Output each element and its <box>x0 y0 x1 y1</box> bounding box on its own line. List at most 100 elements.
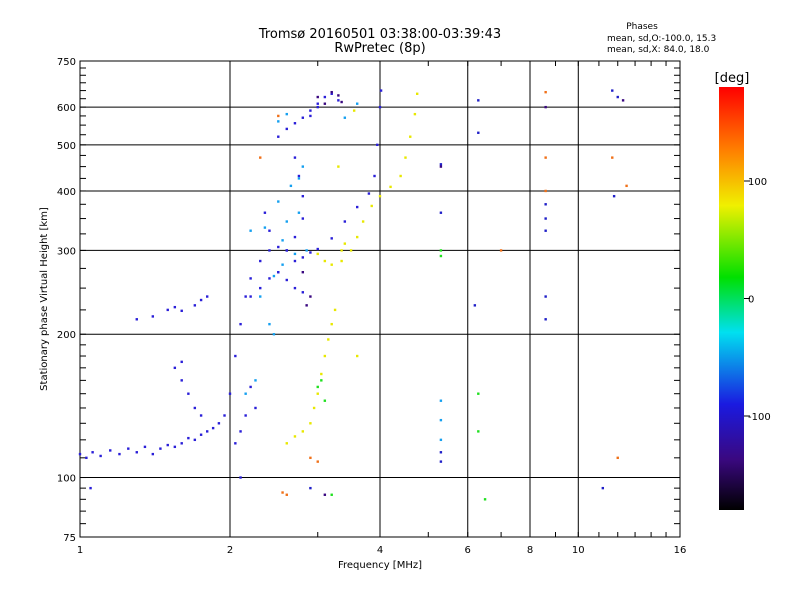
data-point <box>277 114 280 118</box>
data-point <box>285 493 288 496</box>
data-point <box>166 443 169 447</box>
y-tick-label: 500 <box>57 141 76 152</box>
data-point <box>173 366 177 370</box>
data-point <box>297 177 301 180</box>
data-point <box>205 295 209 298</box>
y-tick-label: 600 <box>57 103 76 114</box>
data-point <box>349 249 353 252</box>
data-point <box>340 259 343 263</box>
data-point <box>301 165 305 168</box>
data-point <box>285 278 288 282</box>
data-point <box>316 460 319 463</box>
data-point <box>378 194 382 198</box>
data-point <box>439 438 443 442</box>
data-point <box>305 304 308 307</box>
data-point <box>239 476 242 479</box>
chart-subtitle: RwPretec (8p) <box>334 41 425 56</box>
data-point <box>327 338 330 341</box>
data-point <box>343 116 347 119</box>
data-point <box>127 447 130 450</box>
data-point <box>151 315 155 318</box>
data-point <box>612 194 616 198</box>
data-point <box>337 99 340 102</box>
data-point <box>333 308 337 312</box>
chart-title: Tromsø 20160501 03:38:00-03:39:43 <box>258 27 501 42</box>
data-point <box>370 204 373 208</box>
data-point <box>301 291 305 294</box>
data-point <box>413 112 417 116</box>
data-point <box>477 131 480 134</box>
data-point <box>376 143 379 147</box>
data-point <box>285 249 288 252</box>
data-point <box>439 165 443 168</box>
data-point <box>309 295 312 298</box>
data-point <box>352 109 356 112</box>
data-point <box>316 247 319 251</box>
data-point <box>439 460 443 463</box>
data-point <box>285 442 288 445</box>
data-point <box>355 102 359 105</box>
data-point <box>477 392 480 395</box>
data-point <box>199 433 203 436</box>
data-point <box>281 239 284 242</box>
x-tick-label: 8 <box>527 545 533 556</box>
data-point <box>544 90 547 94</box>
data-point <box>330 90 333 94</box>
data-point <box>217 422 221 425</box>
data-point <box>180 360 183 364</box>
data-point <box>323 399 327 402</box>
colorbar-label: [deg] <box>715 71 750 86</box>
data-point <box>337 94 340 97</box>
data-point <box>259 286 262 290</box>
data-point <box>187 392 190 395</box>
data-point <box>389 185 392 189</box>
x-axis-label: Frequency [MHz] <box>338 560 422 571</box>
data-point <box>281 263 284 266</box>
data-point <box>91 451 94 454</box>
data-point <box>193 406 197 410</box>
y-tick-label: 400 <box>57 187 76 198</box>
data-point <box>297 174 301 178</box>
data-point <box>404 156 407 159</box>
data-point <box>135 451 138 454</box>
data-point <box>361 220 365 223</box>
data-point <box>228 392 232 395</box>
data-point <box>205 430 209 433</box>
data-point <box>439 418 443 422</box>
data-point <box>355 205 359 209</box>
data-point <box>285 127 288 131</box>
data-point <box>439 211 443 214</box>
data-point <box>477 430 480 433</box>
y-tick-label: 75 <box>63 533 76 544</box>
data-point <box>544 217 547 220</box>
data-point <box>316 252 319 256</box>
data-point <box>143 445 147 449</box>
phases-heading: Phases <box>626 22 658 32</box>
data-point <box>297 211 301 214</box>
data-point <box>621 99 625 102</box>
y-tick-label: 750 <box>57 57 76 68</box>
x-tick-label: 1 <box>77 545 83 556</box>
data-point <box>293 122 297 125</box>
data-point <box>268 277 271 280</box>
data-point <box>439 249 443 252</box>
data-point <box>263 226 267 229</box>
data-point <box>316 102 319 105</box>
data-point <box>293 435 297 438</box>
data-point <box>499 249 503 252</box>
data-point <box>254 406 257 410</box>
data-point <box>272 274 276 278</box>
data-point <box>249 229 252 232</box>
data-point <box>118 452 121 456</box>
data-point <box>544 318 547 321</box>
data-point <box>277 135 280 138</box>
data-point <box>301 256 305 259</box>
data-point <box>330 493 333 496</box>
phases-line-x: mean, sd,X: 84.0, 18.0 <box>607 45 710 55</box>
data-point <box>330 237 333 240</box>
data-point <box>330 92 333 95</box>
data-point <box>373 174 376 178</box>
data-point <box>85 456 88 460</box>
data-point <box>281 491 284 494</box>
